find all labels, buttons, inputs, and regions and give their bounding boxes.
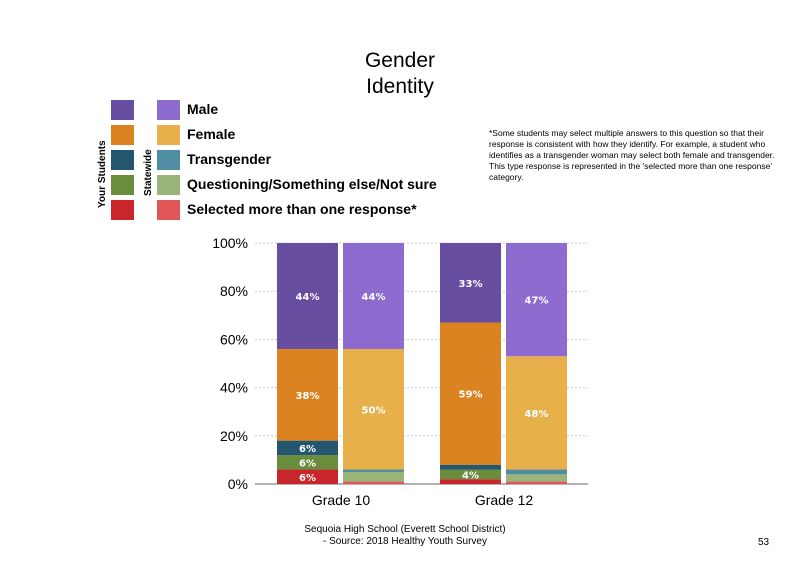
data-label: 4%	[462, 470, 479, 481]
bar-segment	[506, 469, 567, 475]
bar-segment	[506, 356, 567, 470]
bar-segment	[343, 243, 404, 350]
data-label: 44%	[362, 292, 386, 303]
footer-source: Sequoia High School (Everett School Dist…	[260, 524, 550, 548]
bar-segment	[440, 464, 501, 470]
legend-swatch-your-students	[111, 175, 134, 195]
bar-segment	[440, 322, 501, 465]
data-label: 48%	[525, 409, 549, 420]
footnote: *Some students may select multiple answe…	[489, 128, 775, 182]
bar-segment	[277, 455, 338, 470]
legend-swatch-your-students	[111, 150, 134, 170]
legend-label: Questioning/Something else/Not sure	[187, 176, 437, 192]
bar-segment	[277, 349, 338, 441]
data-label: 6%	[299, 458, 316, 469]
data-label: 47%	[525, 296, 549, 307]
y-tick-label: 0%	[228, 476, 248, 492]
bar-segment	[440, 469, 501, 480]
legend-label: Female	[187, 126, 236, 142]
bar-segment	[277, 469, 338, 484]
legend-swatch-your-students	[111, 125, 134, 145]
chart-title-line1: Gender	[364, 49, 436, 72]
chart-title-line2: Identity	[366, 75, 434, 98]
bar-segment	[343, 481, 404, 484]
legend-swatch-statewide	[157, 200, 180, 220]
bar-segment	[277, 440, 338, 456]
footer-school: Sequoia High School (Everett School Dist…	[304, 524, 506, 535]
legend-swatch-statewide	[157, 100, 180, 120]
chart-title: Gender Identity	[330, 48, 470, 100]
page-number: 53	[758, 537, 770, 548]
bar-segment	[440, 243, 501, 323]
y-tick-label: 40%	[220, 380, 248, 396]
legend-label: Transgender	[187, 151, 272, 167]
footer-survey: - Source: 2018 Healthy Youth Survey	[323, 536, 487, 547]
data-label: 50%	[362, 405, 386, 416]
y-tick-label: 20%	[220, 428, 248, 444]
data-label: 6%	[299, 473, 316, 484]
data-label: 44%	[296, 292, 320, 303]
bar-segment	[506, 243, 567, 357]
data-label: 38%	[296, 391, 320, 402]
bar-segment	[277, 243, 338, 350]
bar-segment	[506, 481, 567, 484]
x-category-label: Grade 10	[312, 492, 371, 508]
bar-segment	[343, 349, 404, 470]
data-label: 33%	[459, 279, 483, 290]
legend-label: Selected more than one response*	[187, 201, 417, 217]
legend-swatch-your-students	[111, 100, 134, 120]
y-tick-label: 60%	[220, 331, 248, 347]
bar-segment	[506, 474, 567, 482]
bar-segment	[343, 469, 404, 472]
data-label: 59%	[459, 390, 483, 401]
y-tick-label: 80%	[220, 283, 248, 299]
data-label: 6%	[299, 444, 316, 455]
legend-swatch-statewide	[157, 175, 180, 195]
legend-swatch-statewide	[157, 150, 180, 170]
legend-swatch-statewide	[157, 125, 180, 145]
y-tick-label: 100%	[212, 235, 248, 251]
legend-label: Male	[187, 101, 219, 117]
bar-segment	[343, 471, 404, 482]
legend-swatch-your-students	[111, 200, 134, 220]
x-category-label: Grade 12	[475, 492, 534, 508]
bar-segment	[440, 479, 501, 484]
